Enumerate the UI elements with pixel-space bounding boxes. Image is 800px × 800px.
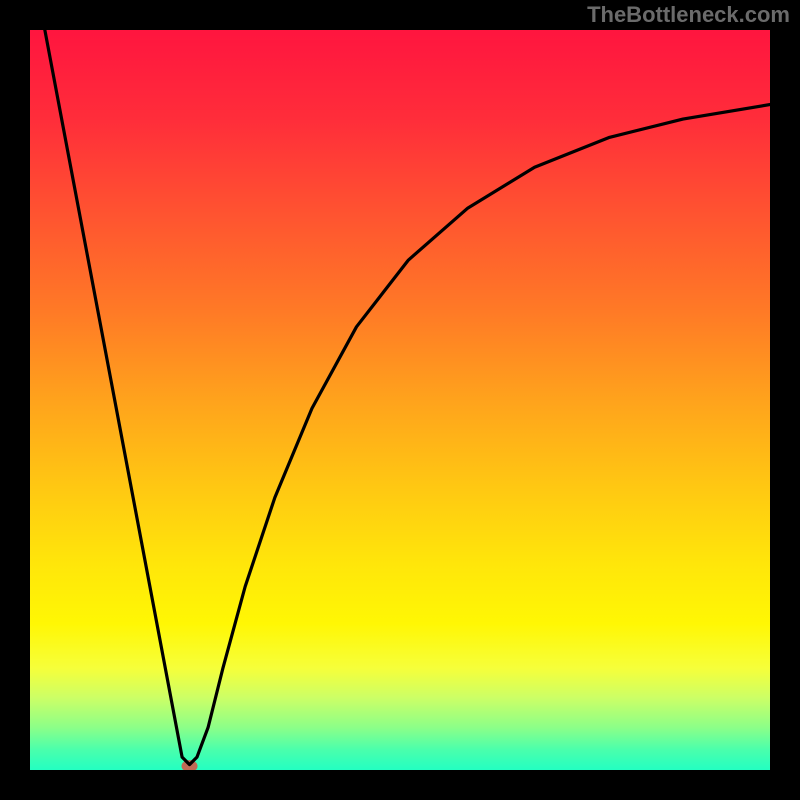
bottleneck-curve-chart — [0, 0, 800, 800]
watermark-text: TheBottleneck.com — [587, 2, 790, 28]
gradient-background — [30, 30, 772, 772]
chart-stage: TheBottleneck.com — [0, 0, 800, 800]
